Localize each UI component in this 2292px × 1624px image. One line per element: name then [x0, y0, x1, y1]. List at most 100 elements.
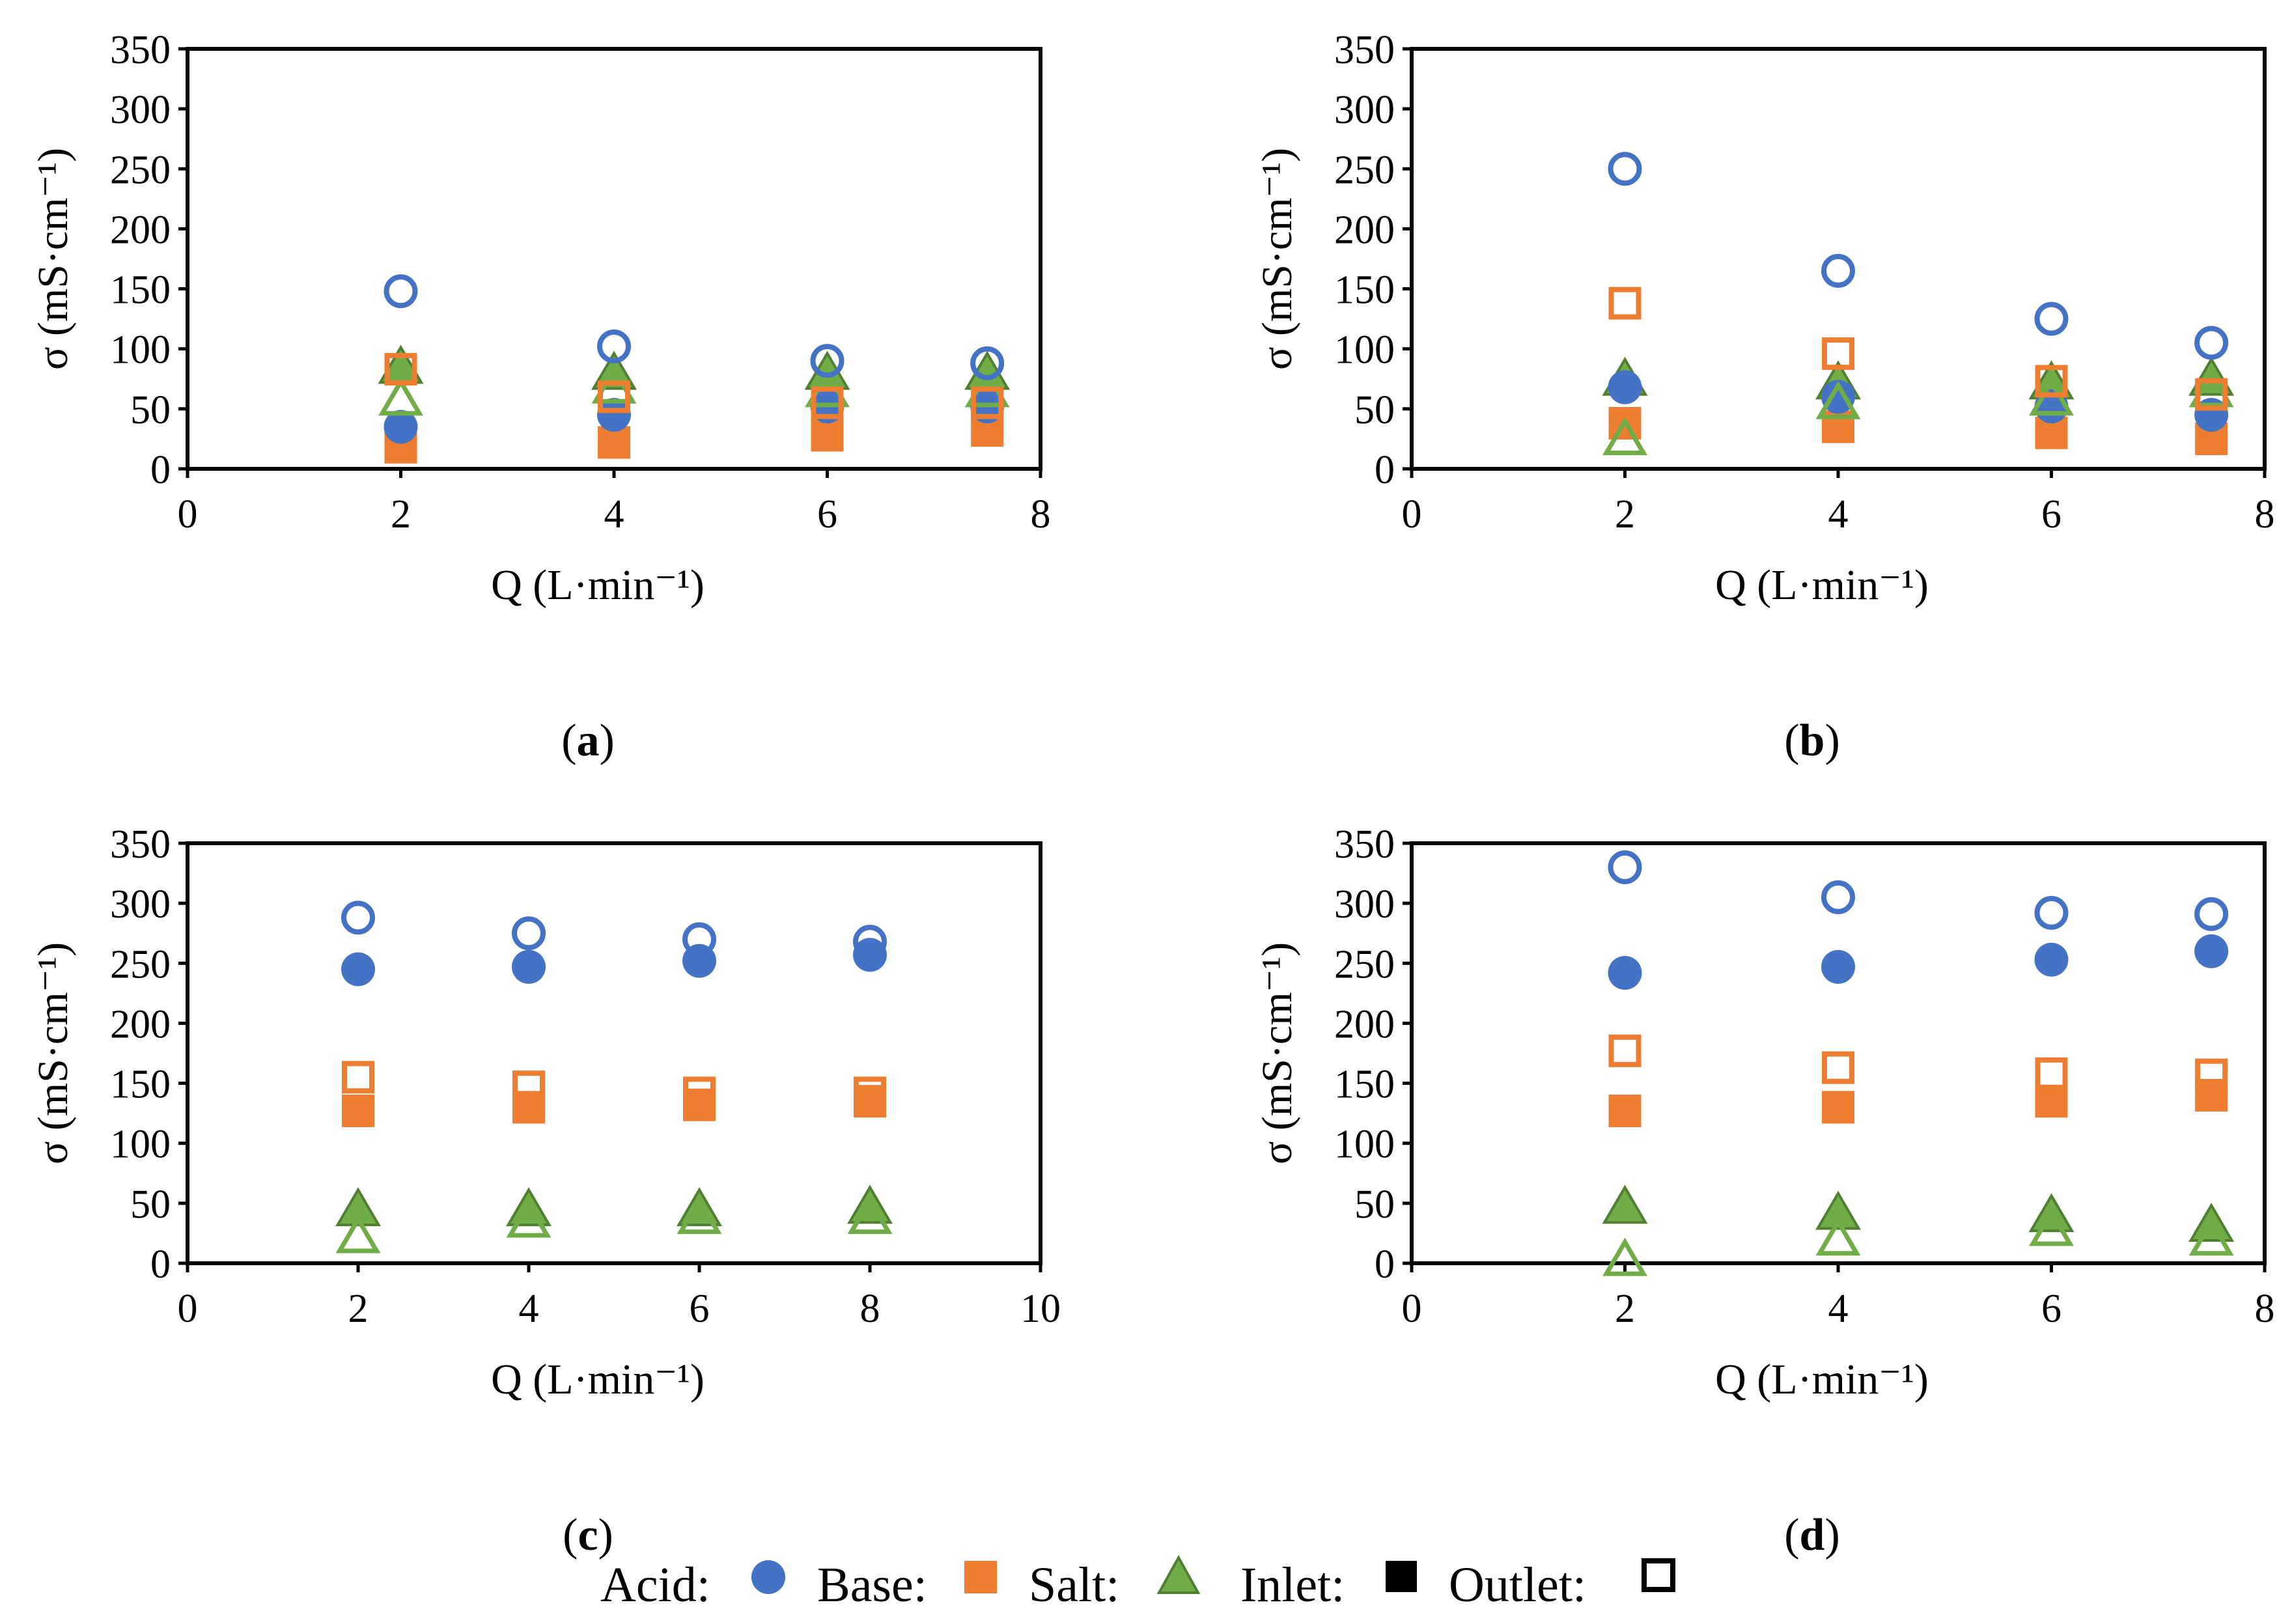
panel-label-close: )	[1824, 1510, 1839, 1560]
legend-acid-marker	[751, 1560, 785, 1594]
data-point-salt-inlet	[335, 1187, 381, 1227]
y-tick-label: 50	[130, 1183, 171, 1227]
data-point-salt-outlet	[677, 1196, 722, 1235]
y-tick-label: 100	[110, 328, 171, 372]
data-point-acid-outlet	[341, 901, 375, 935]
panel-label-close: )	[598, 1510, 613, 1560]
x-tick-label: 0	[1402, 492, 1422, 537]
y-axis-title: σ (mS·cm⁻¹)	[1253, 942, 1301, 1164]
panel-label-letter: c	[578, 1510, 598, 1560]
x-tick-label: 4	[519, 1287, 539, 1331]
x-tick-label: 8	[1031, 492, 1051, 537]
series-acid-outlet	[384, 274, 1005, 380]
data-point-base-outlet	[811, 386, 844, 419]
series-base-outlet	[1608, 1034, 2228, 1091]
data-point-salt-outlet	[2188, 369, 2234, 408]
x-tick-label: 0	[178, 1287, 198, 1331]
data-point-acid-outlet	[2194, 326, 2229, 360]
data-point-acid-outlet	[597, 329, 631, 364]
series-base-inlet	[342, 1085, 886, 1127]
data-point-base-outlet	[1608, 287, 1642, 320]
y-tick-label: 350	[110, 28, 171, 72]
data-point-salt-inlet	[1815, 1190, 1861, 1230]
data-point-base-inlet	[854, 1085, 886, 1118]
series-acid-outlet	[1608, 850, 2229, 931]
data-point-acid-inlet	[1608, 370, 1642, 404]
data-point-acid-inlet	[2194, 934, 2229, 968]
data-point-base-outlet	[2035, 365, 2068, 398]
series-salt-inlet	[1602, 356, 2235, 400]
y-tick-label: 100	[1334, 328, 1395, 372]
data-point-acid-outlet	[384, 274, 418, 309]
data-point-base-inlet	[512, 1091, 545, 1124]
data-point-base-inlet	[2195, 1079, 2228, 1112]
x-tick-label: 6	[690, 1287, 710, 1331]
chart-panel-a: 0 50 100 150 200 250 300 350 0 2 4 6 8 σ (mS·cm⁻¹) Q (…	[29, 28, 1051, 766]
data-point-base-inlet	[1608, 1094, 1642, 1127]
data-point-acid-outlet	[1821, 880, 1855, 914]
data-point-base-outlet	[2195, 1058, 2228, 1091]
y-tick-label: 250	[110, 148, 171, 192]
x-tick-label: 6	[2041, 1287, 2061, 1331]
x-axis-title: Q (L·min⁻¹)	[491, 1356, 705, 1403]
y-tick-label: 0	[150, 1242, 171, 1287]
data-point-salt-outlet	[378, 377, 423, 416]
data-point-acid-inlet	[597, 398, 631, 432]
data-point-acid-outlet	[1821, 253, 1855, 288]
x-tick-label: 2	[348, 1287, 369, 1331]
data-point-base-inlet	[811, 419, 844, 452]
data-point-base-outlet	[598, 380, 630, 413]
chart-panel-b: 0 50 100 150 200 250 300 350 0 2 4 6 8 σ (mS·cm⁻¹) Q (…	[1253, 28, 2275, 766]
y-tick-label: 250	[1334, 942, 1395, 987]
data-point-acid-outlet	[2194, 897, 2229, 931]
series-salt-outlet	[1602, 1207, 2234, 1276]
legend-inlet-marker	[1386, 1561, 1417, 1592]
data-point-acid-outlet	[2034, 895, 2069, 930]
panel-label: (d)	[1784, 1510, 1840, 1560]
chart-panel-c: 0 50 100 150 200 250 300 350 0 2 4 6 8 10 σ (mS·cm⁻¹) Q…	[29, 822, 1061, 1560]
data-point-acid-inlet	[341, 952, 375, 987]
x-tick-label: 0	[1402, 1287, 1422, 1331]
data-point-base-inlet	[1822, 1091, 1854, 1124]
series-acid-outlet	[1608, 152, 2229, 360]
data-point-base-outlet	[1608, 1034, 1642, 1067]
x-tick-label: 4	[1828, 492, 1849, 537]
chart-panel-d: 0 50 100 150 200 250 300 350 0 2 4 6 8 σ (mS·cm⁻¹) Q (…	[1253, 822, 2275, 1560]
y-axis-title: σ (mS·cm⁻¹)	[1253, 148, 1301, 370]
data-point-base-outlet	[2195, 378, 2228, 411]
series-base-outlet	[1608, 287, 2228, 411]
data-point-acid-outlet	[1608, 850, 1642, 884]
data-point-acid-inlet	[384, 410, 418, 444]
y-tick-label: 0	[1375, 1242, 1395, 1287]
panel-label-letter: d	[1800, 1510, 1825, 1560]
y-tick-label: 0	[150, 448, 171, 492]
series-acid-inlet	[384, 389, 1005, 444]
x-tick-label: 8	[860, 1287, 880, 1331]
x-axis-title: Q (L·min⁻¹)	[1715, 561, 1929, 609]
x-axis-title: Q (L·min⁻¹)	[1715, 1356, 1929, 1403]
x-tick-label: 0	[178, 492, 198, 537]
y-axis-title: σ (mS·cm⁻¹)	[29, 942, 77, 1164]
y-tick-label: 300	[1334, 88, 1395, 132]
panel-label: (c)	[563, 1510, 613, 1560]
panel-label-open: (	[1784, 716, 1799, 766]
data-point-acid-inlet	[1821, 949, 1855, 984]
series-base-inlet	[1608, 406, 2228, 455]
series-base-outlet	[384, 353, 1004, 419]
data-point-salt-inlet	[677, 1187, 722, 1227]
data-point-acid-inlet	[1608, 956, 1642, 990]
data-point-salt-outlet	[1815, 1217, 1861, 1256]
y-tick-label: 150	[110, 1063, 171, 1107]
y-tick-label: 350	[1334, 822, 1395, 867]
y-tick-label: 50	[1354, 388, 1395, 432]
y-tick-label: 200	[1334, 208, 1395, 252]
panel-label-close: )	[600, 716, 615, 766]
y-tick-label: 150	[1334, 268, 1395, 313]
series-salt-outlet	[378, 365, 1010, 416]
y-tick-label: 200	[1334, 1002, 1395, 1046]
x-tick-label: 6	[817, 492, 837, 537]
data-point-salt-outlet	[2188, 1217, 2234, 1256]
y-tick-label: 50	[1354, 1183, 1395, 1227]
data-point-acid-outlet	[2034, 301, 2069, 336]
